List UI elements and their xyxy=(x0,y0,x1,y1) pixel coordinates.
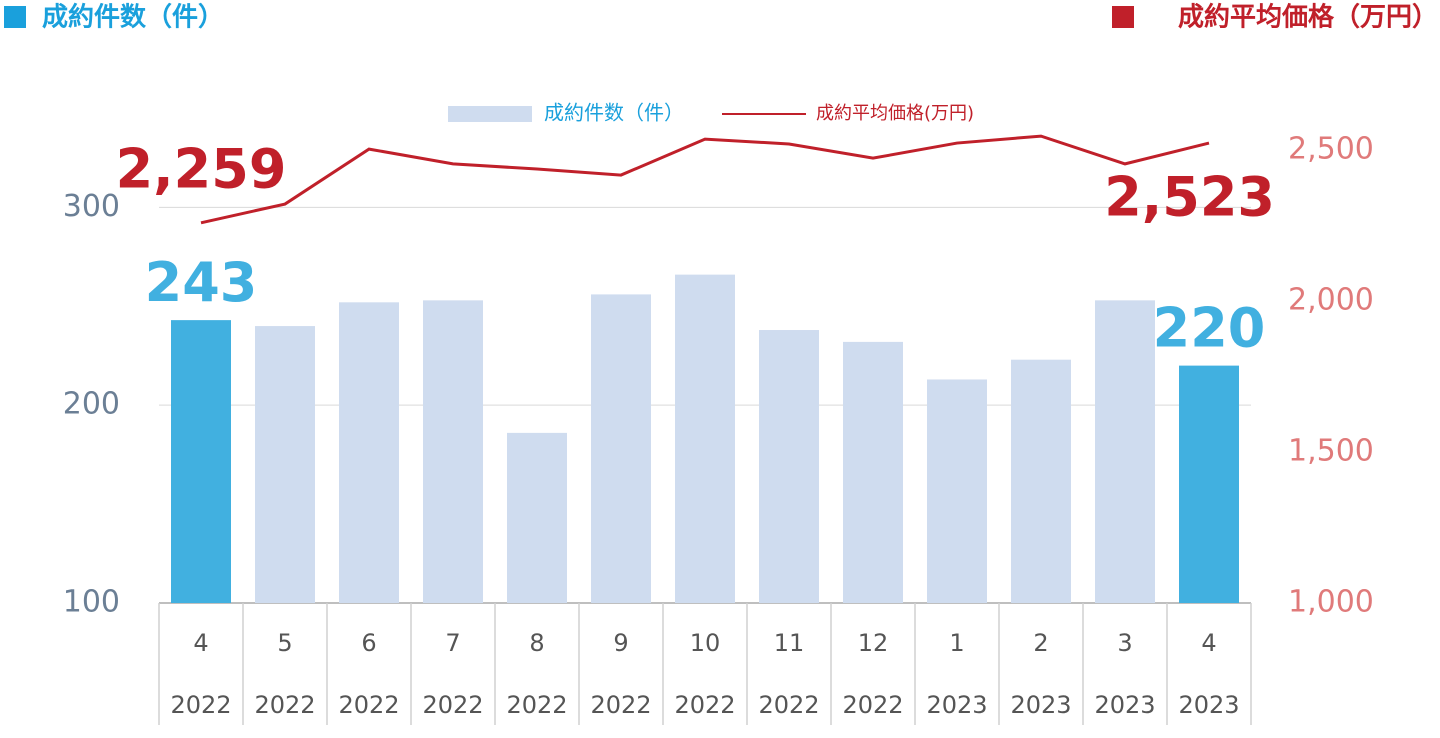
bar xyxy=(591,294,651,603)
x-year-label: 2022 xyxy=(254,691,315,719)
y2-tick-label: 2,000 xyxy=(1288,283,1374,318)
x-year-label: 2022 xyxy=(338,691,399,719)
x-year-label: 2023 xyxy=(926,691,987,719)
bar xyxy=(675,274,735,603)
legend-square xyxy=(1112,6,1134,28)
bar xyxy=(255,326,315,603)
bar-value-label: 220 xyxy=(1153,296,1266,359)
x-tick-label: 2 xyxy=(1033,629,1048,657)
bar xyxy=(1011,359,1071,603)
x-tick-label: 6 xyxy=(361,629,376,657)
bar xyxy=(171,320,231,603)
x-year-label: 2022 xyxy=(506,691,567,719)
x-year-label: 2022 xyxy=(170,691,231,719)
bar xyxy=(423,300,483,603)
x-tick-label: 4 xyxy=(1201,629,1216,657)
x-tick-label: 10 xyxy=(690,629,721,657)
x-tick-label: 8 xyxy=(529,629,544,657)
x-year-label: 2022 xyxy=(422,691,483,719)
bar-value-label: 243 xyxy=(145,251,258,314)
bar xyxy=(339,302,399,603)
x-year-label: 2023 xyxy=(1094,691,1155,719)
y-tick-label: 300 xyxy=(63,189,120,224)
bar xyxy=(1095,300,1155,603)
x-tick-label: 9 xyxy=(613,629,628,657)
y2-tick-label: 1,000 xyxy=(1288,585,1374,620)
line xyxy=(200,134,1210,225)
x-tick-label: 12 xyxy=(858,629,889,657)
x-year-label: 2022 xyxy=(674,691,735,719)
y2-tick-label: 2,500 xyxy=(1288,132,1374,167)
line-value-label: 2,259 xyxy=(116,137,287,200)
x-tick-label: 3 xyxy=(1117,629,1132,657)
line-value-label: 2,523 xyxy=(1104,166,1275,229)
x-tick-label: 1 xyxy=(949,629,964,657)
x-year-label: 2022 xyxy=(758,691,819,719)
legend-label: 成約件数（件） xyxy=(544,101,684,125)
x-tick-label: 5 xyxy=(277,629,292,657)
x-year-label: 2023 xyxy=(1010,691,1071,719)
x-tick-label: 7 xyxy=(445,629,460,657)
bar xyxy=(759,330,819,603)
x-tick-label: 11 xyxy=(774,629,805,657)
x-year-label: 2023 xyxy=(1178,691,1239,719)
bar xyxy=(927,379,987,603)
y-axis-title: 成約件数（件） xyxy=(42,2,224,33)
y2-tick-label: 1,500 xyxy=(1288,434,1374,469)
legend-label: 成約平均価格(万円) xyxy=(816,103,974,124)
bar xyxy=(507,432,567,603)
legend-square xyxy=(4,6,26,28)
x-year-label: 2022 xyxy=(590,691,651,719)
x-year-label: 2022 xyxy=(842,691,903,719)
y-tick-label: 200 xyxy=(63,387,120,422)
bar xyxy=(1179,365,1239,603)
y2-axis-title: 成約平均価格（万円） xyxy=(1178,2,1438,33)
x-tick-label: 4 xyxy=(193,629,208,657)
y-tick-label: 100 xyxy=(63,585,120,620)
legend-bar-swatch xyxy=(448,106,532,122)
bar xyxy=(843,341,903,603)
